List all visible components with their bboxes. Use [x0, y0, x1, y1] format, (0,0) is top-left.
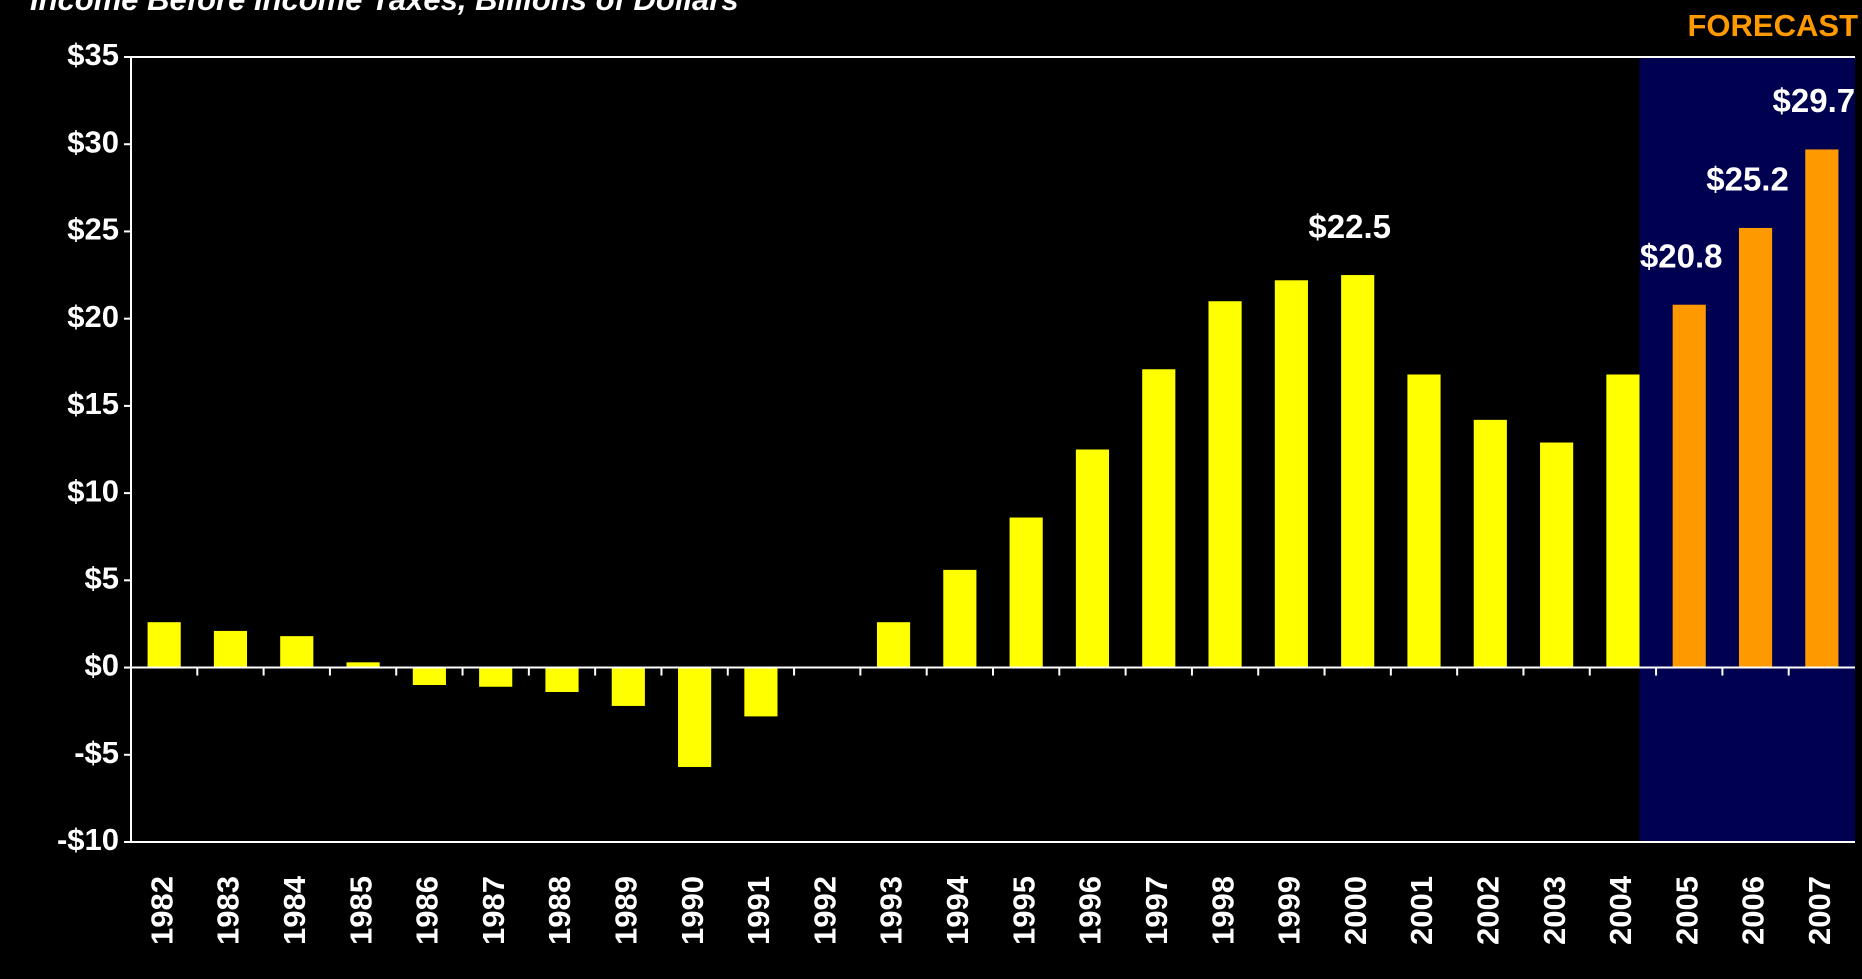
bar — [611, 667, 645, 706]
x-tick-label: 2002 — [1470, 876, 1505, 945]
x-tick-label: 2003 — [1537, 876, 1572, 945]
bar — [147, 622, 181, 668]
bar — [1606, 374, 1640, 668]
chart-title: Income Before Income Taxes, Billions of … — [30, 0, 739, 17]
bar — [1473, 419, 1507, 668]
x-tick-label: 2004 — [1603, 875, 1638, 945]
y-tick-label: $20 — [67, 299, 119, 334]
y-tick-label: $15 — [67, 386, 119, 421]
x-tick-label: 2005 — [1669, 876, 1704, 945]
bar — [213, 630, 248, 668]
bar — [1208, 301, 1242, 668]
x-tick-label: 2000 — [1338, 876, 1373, 945]
y-tick-label: $0 — [85, 648, 119, 683]
bar — [545, 667, 579, 692]
y-tick-label: $10 — [67, 473, 119, 508]
x-tick-label: 2001 — [1404, 876, 1439, 945]
y-tick-label: $25 — [67, 212, 119, 247]
x-tick-label: 1985 — [343, 876, 378, 945]
y-tick-label: $30 — [67, 124, 119, 159]
y-tick-label: -$5 — [74, 735, 119, 770]
x-tick-label: 1992 — [807, 876, 842, 945]
bar — [346, 662, 380, 668]
x-tick-label: 1991 — [741, 876, 776, 945]
x-tick-label: 1987 — [476, 876, 511, 945]
bar — [1142, 369, 1176, 668]
x-tick-label: 1995 — [1006, 876, 1041, 945]
forecast-label: FORECAST — [1688, 8, 1859, 43]
bar — [744, 667, 778, 717]
bar — [1009, 517, 1043, 668]
bar — [1738, 227, 1773, 668]
bar — [1341, 275, 1375, 668]
value-label: $25.2 — [1706, 161, 1789, 198]
x-tick-label: 1996 — [1073, 876, 1108, 945]
y-tick-label: -$10 — [57, 822, 119, 857]
bar — [1274, 280, 1308, 668]
value-label: $29.7 — [1773, 82, 1856, 119]
x-tick-label: 1994 — [940, 875, 975, 945]
bar — [1540, 442, 1574, 668]
x-tick-label: 1997 — [1139, 876, 1174, 945]
value-label: $20.8 — [1640, 237, 1723, 274]
x-tick-label: 1998 — [1205, 876, 1240, 945]
bar — [1805, 149, 1839, 668]
x-tick-label: 1988 — [542, 876, 577, 945]
bar — [1075, 449, 1110, 668]
x-tick-label: 1986 — [410, 876, 445, 945]
x-tick-label: 1982 — [144, 876, 179, 945]
x-tick-label: 2006 — [1736, 876, 1771, 945]
x-tick-label: 1990 — [675, 876, 710, 945]
bar — [280, 636, 314, 668]
value-label: $22.5 — [1308, 208, 1391, 245]
bar — [1672, 304, 1706, 668]
y-tick-label: $5 — [85, 561, 119, 596]
x-tick-label: 1983 — [211, 876, 246, 945]
x-tick-label: 2007 — [1802, 876, 1837, 945]
bar — [678, 667, 712, 767]
bar — [1407, 374, 1441, 668]
bar — [943, 569, 977, 668]
x-tick-label: 1999 — [1272, 876, 1307, 945]
y-tick-label: $35 — [67, 37, 119, 72]
x-tick-label: 1993 — [874, 876, 909, 945]
x-tick-label: 1984 — [277, 875, 312, 945]
x-tick-label: 1989 — [608, 876, 643, 945]
bar — [412, 667, 446, 685]
bar — [479, 667, 513, 687]
bar — [876, 622, 911, 668]
